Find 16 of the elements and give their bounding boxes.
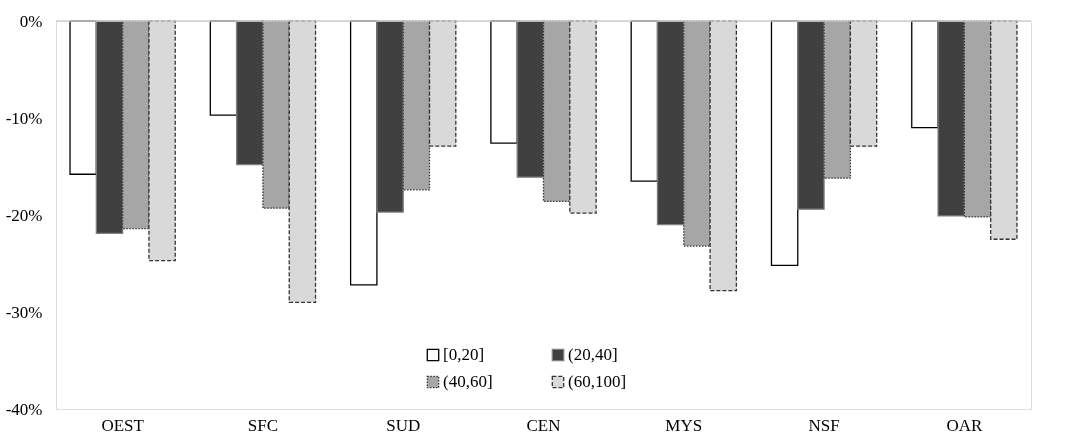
x-tick-label: CEN (526, 415, 561, 435)
legend-label: (60,100] (568, 372, 627, 391)
x-tick-label: OAR (946, 415, 983, 435)
x-tick-label: OEST (101, 415, 145, 435)
legend-label: (20,40] (568, 345, 618, 364)
x-tick-label: SUD (386, 415, 421, 435)
y-tick-label: -30% (5, 302, 43, 322)
x-tick-label: MYS (665, 415, 703, 435)
x-tick-label: SFC (247, 415, 279, 435)
legend-label: [0,20] (443, 345, 485, 364)
x-tick-label: NSF (808, 415, 840, 435)
y-tick-label: -10% (5, 108, 43, 128)
legend-label: (40,60] (443, 372, 493, 391)
y-tick-label: 0% (19, 11, 43, 31)
y-tick-label: -20% (5, 205, 43, 225)
y-tick-label: -40% (5, 399, 43, 419)
